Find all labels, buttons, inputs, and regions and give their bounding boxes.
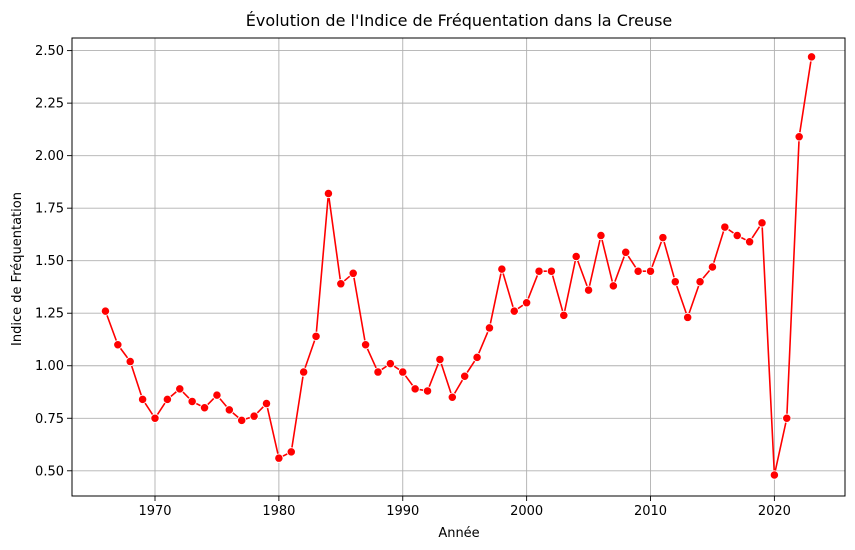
- data-point: [311, 331, 321, 341]
- y-tick-label: 1.25: [35, 307, 64, 322]
- data-point: [237, 415, 247, 426]
- x-tick-label: 2010: [634, 504, 667, 519]
- data-point: [286, 447, 296, 457]
- data-point: [608, 281, 618, 291]
- data-series: [100, 52, 817, 480]
- data-point: [683, 312, 693, 323]
- data-point: [769, 470, 780, 480]
- data-point: [497, 264, 507, 274]
- data-point: [472, 352, 482, 362]
- data-point: [559, 310, 569, 320]
- data-point: [596, 230, 606, 241]
- x-tick-label: 2000: [510, 504, 543, 519]
- x-tick-label: 1980: [262, 504, 295, 519]
- data-point: [782, 413, 792, 423]
- data-point: [484, 323, 495, 333]
- x-tick-label: 1970: [138, 504, 171, 519]
- series-line: [104, 56, 813, 476]
- data-point: [299, 367, 309, 377]
- data-point: [658, 232, 668, 243]
- y-tick-label: 1.00: [35, 359, 64, 374]
- data-point: [645, 266, 656, 276]
- data-point: [509, 306, 519, 316]
- data-point: [385, 358, 396, 369]
- data-point: [435, 354, 445, 365]
- y-tick-label: 1.50: [35, 254, 64, 269]
- data-point: [806, 52, 817, 62]
- y-tick-label: 2.00: [35, 149, 64, 164]
- data-point: [113, 340, 123, 350]
- plot-frame: [71, 37, 846, 497]
- y-tick-label: 0.75: [35, 412, 64, 427]
- data-point: [261, 398, 272, 409]
- data-point: [348, 268, 358, 278]
- data-point: [460, 371, 470, 381]
- data-point: [212, 390, 222, 400]
- data-point: [571, 251, 581, 262]
- data-point: [137, 394, 148, 405]
- data-point: [521, 298, 532, 308]
- data-point: [422, 386, 433, 396]
- data-point: [670, 277, 680, 287]
- data-point: [707, 262, 718, 272]
- data-point: [534, 266, 544, 276]
- chart-title: Évolution de l'Indice de Fréquentation d…: [246, 11, 673, 30]
- y-axis-ticks: 0.50 0.75 1.00 1.25 1.50 1.75 2.00 2.25 2.50: [35, 44, 72, 479]
- x-tick-label: 1990: [386, 504, 419, 519]
- y-axis-label: Indice de Fréquentation: [10, 192, 25, 346]
- x-axis-ticks: 1970 1980 1990 2000 2010 2020: [138, 496, 791, 519]
- y-tick-label: 2.25: [35, 97, 64, 112]
- data-point: [360, 340, 371, 350]
- data-point: [274, 453, 284, 463]
- data-point: [633, 266, 643, 276]
- data-point: [757, 218, 767, 228]
- data-point: [100, 306, 111, 316]
- x-tick-label: 2020: [758, 504, 791, 519]
- data-point: [621, 247, 631, 257]
- data-point: [125, 356, 135, 367]
- data-point: [398, 367, 408, 377]
- x-axis-label: Année: [438, 526, 479, 541]
- data-point: [150, 413, 160, 423]
- data-point: [732, 230, 742, 241]
- data-point: [794, 132, 804, 142]
- y-tick-label: 2.50: [35, 44, 64, 59]
- grid-lines: [72, 38, 845, 496]
- data-point: [199, 403, 210, 413]
- data-point: [162, 394, 173, 405]
- data-point: [410, 384, 420, 394]
- data-point: [187, 396, 197, 407]
- data-point: [175, 384, 185, 394]
- data-point: [744, 237, 755, 247]
- y-tick-label: 0.50: [35, 464, 64, 479]
- data-point: [447, 392, 457, 402]
- data-point: [323, 188, 334, 199]
- y-tick-label: 1.75: [35, 202, 64, 217]
- data-point: [336, 279, 346, 289]
- data-point: [695, 277, 705, 287]
- data-point: [583, 285, 594, 295]
- data-point: [249, 411, 259, 421]
- data-point: [224, 405, 234, 415]
- data-point: [720, 222, 730, 232]
- data-point: [546, 266, 557, 276]
- data-point: [373, 367, 383, 377]
